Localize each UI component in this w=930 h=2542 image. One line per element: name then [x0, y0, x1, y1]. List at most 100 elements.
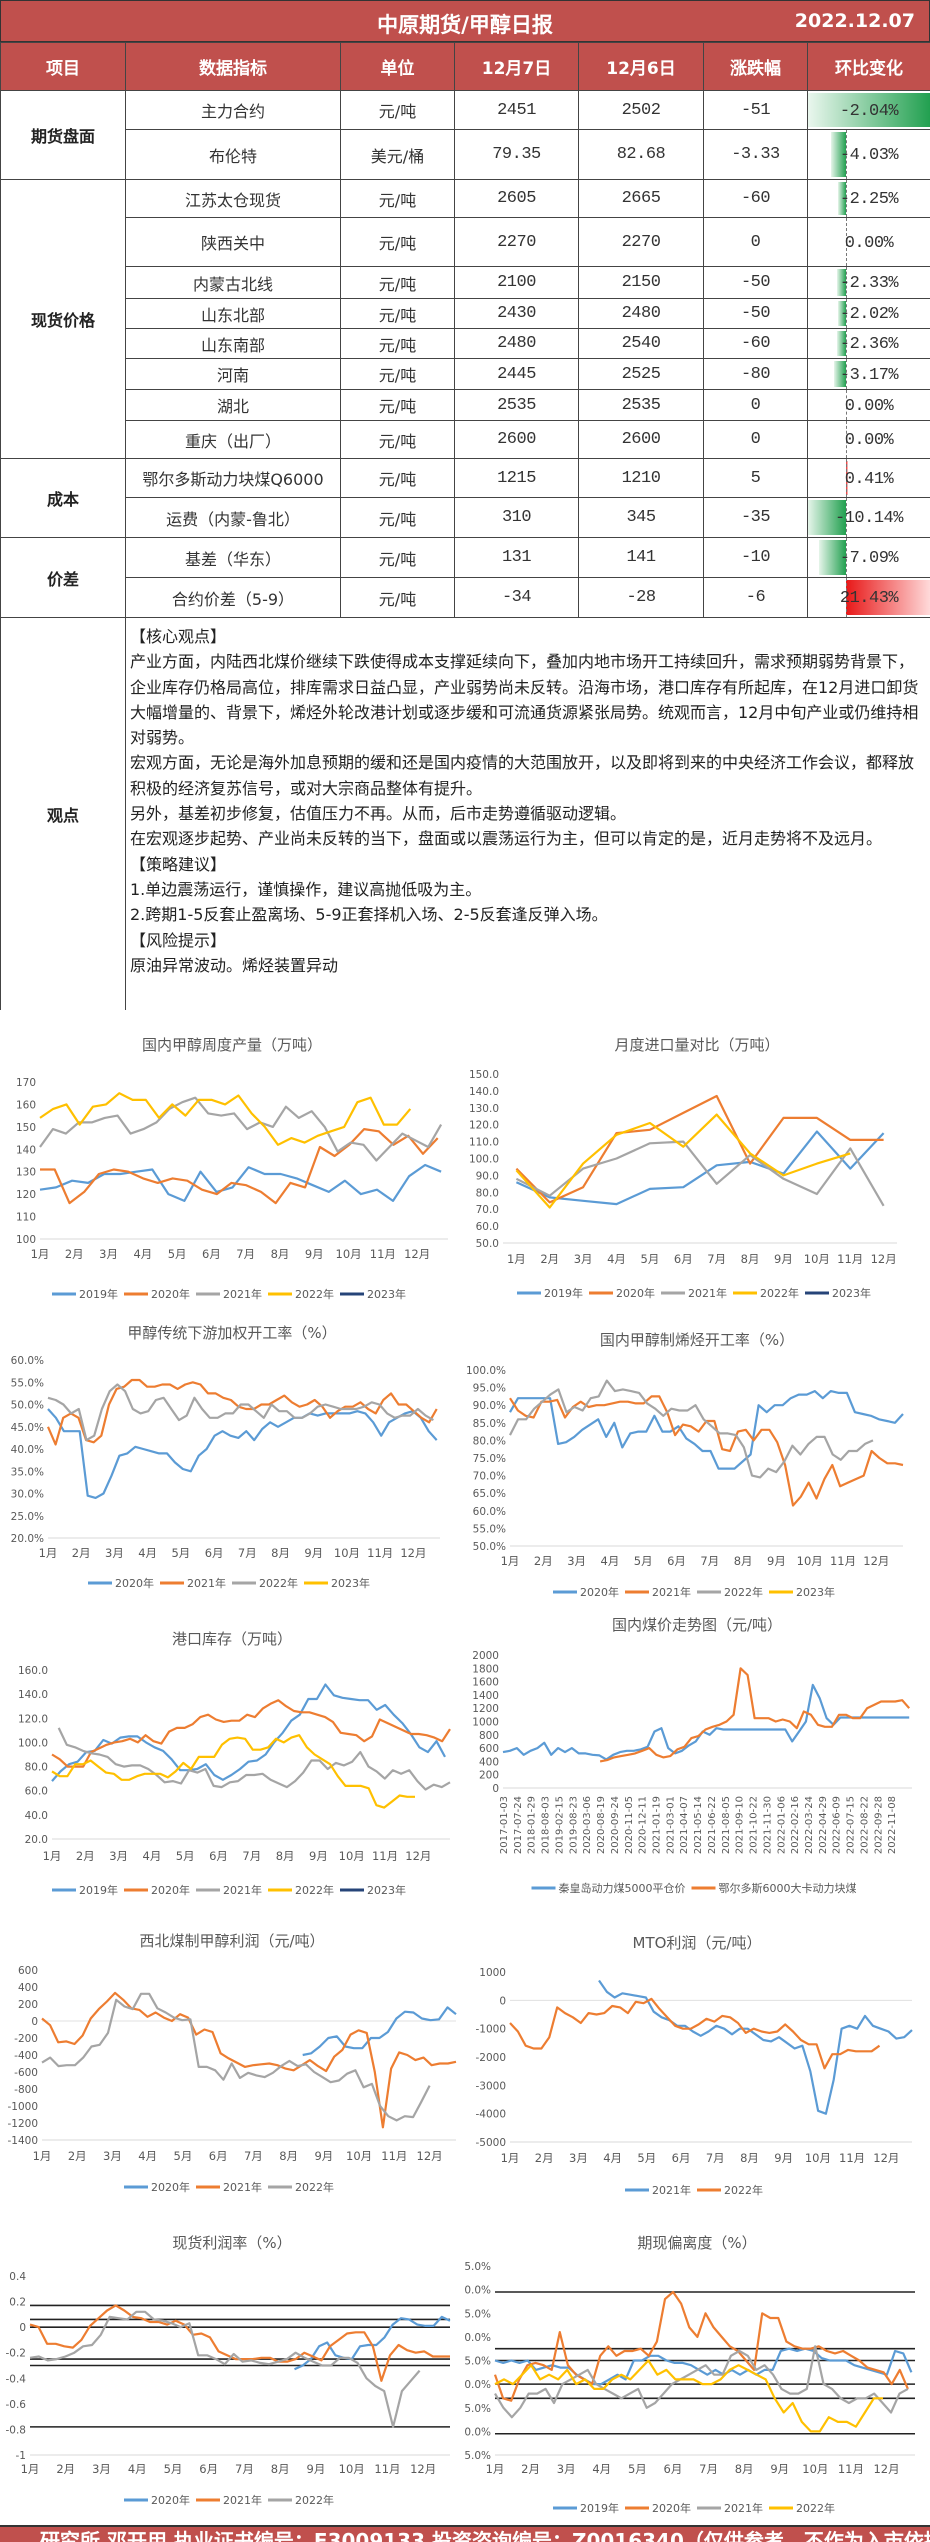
- series-line-3: [509, 1379, 874, 1479]
- report-title: 中原期货/甲醇日报: [377, 13, 553, 37]
- chart-2: 月度进口量对比（万吨） 50.0 60.0 70.0 80.0 90.0 100.0 110.…: [465, 1010, 930, 1320]
- y-tick-label: 45.0%: [11, 1422, 44, 1434]
- opinion-paragraph: 【策略建议】: [130, 854, 227, 874]
- yesterday-value: 2665: [578, 179, 704, 218]
- x-tick-label: 4月: [138, 2149, 157, 2163]
- legend-label: 2019年: [79, 1287, 118, 1301]
- y-tick-label: 20.0: [25, 1834, 48, 1846]
- legend-item: 2023年: [769, 1585, 835, 1599]
- x-tick-label: 2月: [68, 2149, 87, 2163]
- x-tick-label: 5月: [641, 1252, 660, 1266]
- x-tick-label: 6月: [209, 1849, 228, 1863]
- x-tick-label: 9月: [304, 1546, 323, 1560]
- indicator-cell: 布伦特: [125, 129, 341, 180]
- data-bar: [808, 500, 846, 535]
- series-line-1: [294, 2315, 451, 2371]
- data-bar: [808, 93, 930, 127]
- x-tick-label: 4月: [128, 2462, 147, 2476]
- x-tick-label: 7月: [236, 1247, 255, 1261]
- y-tick-label: -5.0%: [465, 2403, 491, 2415]
- x-tick-label: 2020-11-05: [624, 1796, 635, 1854]
- legend-label: 2021年: [223, 2493, 262, 2507]
- x-tick-label: 6月: [674, 1252, 693, 1266]
- y-tick-label: 0: [492, 1783, 499, 1795]
- x-tick-label: 12月: [410, 2462, 436, 2476]
- x-tick-label: 2022-07-15: [846, 1796, 857, 1854]
- y-tick-label: 55.0%: [473, 1523, 506, 1535]
- opinion-paragraph: 在宏观逐步起势、产业尚未反转的当下，盘面或以震荡运行为主，但可以肯定的是，近月走…: [130, 829, 883, 849]
- series-line-3: [515, 1140, 885, 1207]
- pct-change-value: -2.04%: [839, 101, 899, 121]
- legend-item: 2020年: [124, 1883, 190, 1897]
- legend-item: 2021年: [196, 2180, 262, 2194]
- y-tick-label: 600: [479, 1743, 499, 1755]
- pct-change-value: -10.14%: [835, 509, 903, 528]
- x-tick-label: 4月: [607, 1252, 626, 1266]
- x-tick-label: 7月: [706, 2151, 725, 2165]
- x-tick-label: 4月: [592, 2462, 611, 2476]
- yesterday-value: 2535: [578, 389, 704, 421]
- x-tick-label: 7月: [707, 1252, 726, 1266]
- x-tick-label: 1月: [486, 2462, 505, 2476]
- chart-svg: 期现偏离度（%） -15.0% -10.0% -5.0% 0.0% 5.0% 10.0% 15…: [465, 2234, 915, 2515]
- data-table: 项目 数据指标 单位 12月7日 12月6日 涨跌幅 环比变化 期货盘面 主力合约…: [0, 42, 930, 1011]
- today-value: 2605: [454, 179, 579, 218]
- series-line-1: [39, 1163, 442, 1202]
- opinion-paragraph: 1.单边震荡运行，谨慎操作，建议高抛低吸为主。: [130, 879, 482, 899]
- change-value: -6: [703, 577, 808, 618]
- table-row: 河南 元/吨 2445 2525 -80 -3.17%: [1, 358, 930, 390]
- x-tick-label: 10月: [336, 1247, 362, 1261]
- x-tick-label: 6月: [202, 1247, 221, 1261]
- y-tick-label: 40.0: [25, 1810, 48, 1822]
- chart-svg: 现货利润率（%） -1 -0.8 -0.6 -0.4 -0.2 0 0.2 0.4 1月 2月 3月 4…: [6, 2234, 451, 2507]
- unit-cell: 元/吨: [340, 179, 455, 218]
- x-tick-label: 8月: [271, 1546, 290, 1560]
- legend-item: 2022年: [268, 2493, 334, 2507]
- legend-label: 2020年: [151, 2493, 190, 2507]
- legend-item: 2022年: [697, 1585, 763, 1599]
- pct-change-cell: 0.00%: [807, 217, 930, 267]
- chart-title: 期现偏离度（%）: [637, 2234, 756, 2252]
- series-line-3: [47, 1383, 434, 1442]
- table-row: 湖北 元/吨 2535 2535 0 0.00%: [1, 389, 930, 421]
- chart-title: 国内甲醇周度产量（万吨）: [142, 1036, 322, 1054]
- series-line-1: [51, 1683, 446, 1782]
- y-tick-label: 600: [18, 1965, 38, 1977]
- change-value: 0: [703, 389, 808, 421]
- x-tick-label: 2021-06-22: [707, 1796, 718, 1854]
- yesterday-value: 2150: [578, 266, 704, 299]
- x-tick-label: 9月: [307, 2462, 326, 2476]
- x-tick-label: 2021-04-07: [679, 1796, 690, 1854]
- y-tick-label: -400: [14, 2050, 38, 2062]
- bar-axis: [846, 359, 847, 389]
- bar-axis: [846, 180, 847, 217]
- legend-item: 2020年: [88, 1576, 154, 1590]
- series-line-2: [41, 1991, 457, 2129]
- legend-label: 2021年: [187, 1576, 226, 1590]
- legend-item: 2021年: [160, 1576, 226, 1590]
- indicator-cell: 山东北部: [125, 298, 341, 329]
- col-header-yesterday: 12月6日: [578, 42, 704, 91]
- table-row: 价差 基差（华东） 元/吨 131 141 -10 -7.09%: [0, 537, 930, 618]
- legend-label: 2019年: [544, 1286, 583, 1300]
- pct-change-value: 0.00%: [844, 431, 894, 450]
- opinion-content: 【核心观点】 产业方面，内陆西北煤价继续下跌使得成本支撑延续向下，叠加内地市场开工…: [125, 617, 930, 1011]
- legend-label: 鄂尔多斯6000大卡动力块煤: [719, 1881, 857, 1895]
- table-row: 山东南部 元/吨 2480 2540 -60 -2.36%: [1, 328, 930, 359]
- legend-item: 2022年: [268, 2180, 334, 2194]
- chart-legend: 2020年 2021年 2022年 2023年: [88, 1576, 370, 1590]
- change-value: 5: [703, 458, 808, 498]
- indicator-cell: 内蒙古北线: [125, 266, 341, 299]
- opinion-paragraph: 【核心观点】: [130, 627, 227, 646]
- x-tick-label: 3月: [92, 2462, 111, 2476]
- legend-item: 2020年: [589, 1286, 655, 1300]
- chart-svg: 甲醇传统下游加权开工率（%） 20.0% 25.0% 30.0% 35.0% 40.0% 4…: [11, 1324, 440, 1590]
- pct-change-cell: -10.14%: [807, 497, 930, 538]
- pct-change-cell: 0.00%: [807, 389, 930, 421]
- y-tick-label: -10.0%: [465, 2426, 491, 2438]
- y-tick-label: 120.0: [469, 1120, 499, 1132]
- pct-change-value: -2.33%: [839, 274, 899, 293]
- legend-item: 鄂尔多斯6000大卡动力块煤: [691, 1881, 857, 1895]
- legend-label: 2022年: [724, 1585, 763, 1599]
- y-tick-label: -200: [14, 2033, 38, 2045]
